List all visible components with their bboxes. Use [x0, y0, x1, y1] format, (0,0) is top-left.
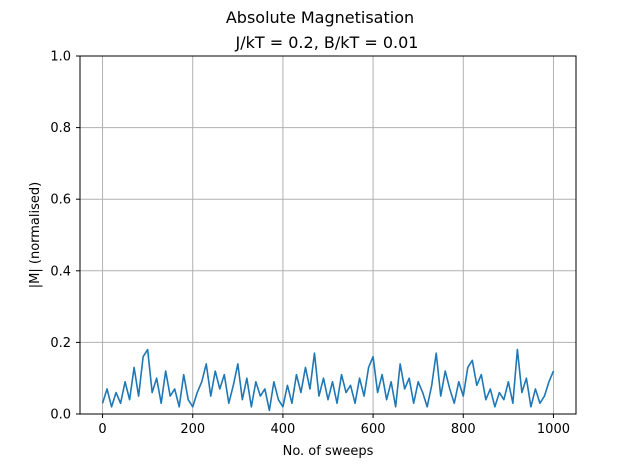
x-axis-label: No. of sweeps	[283, 444, 374, 459]
y-axis-label: |M| (normalised)	[28, 182, 43, 288]
y-tick-label: 0.2	[50, 336, 71, 351]
y-tick-label: 0.4	[50, 264, 71, 279]
chart-title: Absolute Magnetisation	[226, 8, 414, 27]
x-axis-ticks: 0 200 400 600 800 1000	[98, 414, 570, 437]
series-layer	[101, 348, 555, 412]
y-tick-label: 0.6	[50, 193, 71, 208]
x-tick-label: 200	[180, 422, 205, 437]
x-tick-label: 1000	[537, 422, 570, 437]
y-tick-label: 0.0	[50, 408, 71, 423]
plot-area-frame	[79, 55, 577, 415]
y-tick-label: 1.0	[50, 50, 71, 65]
magnetisation-series-line	[101, 348, 555, 412]
y-tick-label: 0.8	[50, 121, 71, 136]
x-tick-label: 0	[98, 422, 106, 437]
x-tick-label: 400	[270, 422, 295, 437]
x-tick-label: 800	[451, 422, 476, 437]
grid-lines	[80, 55, 576, 415]
y-axis-ticks: 0.0 0.2 0.4 0.6 0.8 1.0	[50, 50, 80, 423]
x-tick-label: 600	[361, 422, 386, 437]
chart-subtitle: J/kT = 0.2, B/kT = 0.01	[235, 33, 419, 52]
